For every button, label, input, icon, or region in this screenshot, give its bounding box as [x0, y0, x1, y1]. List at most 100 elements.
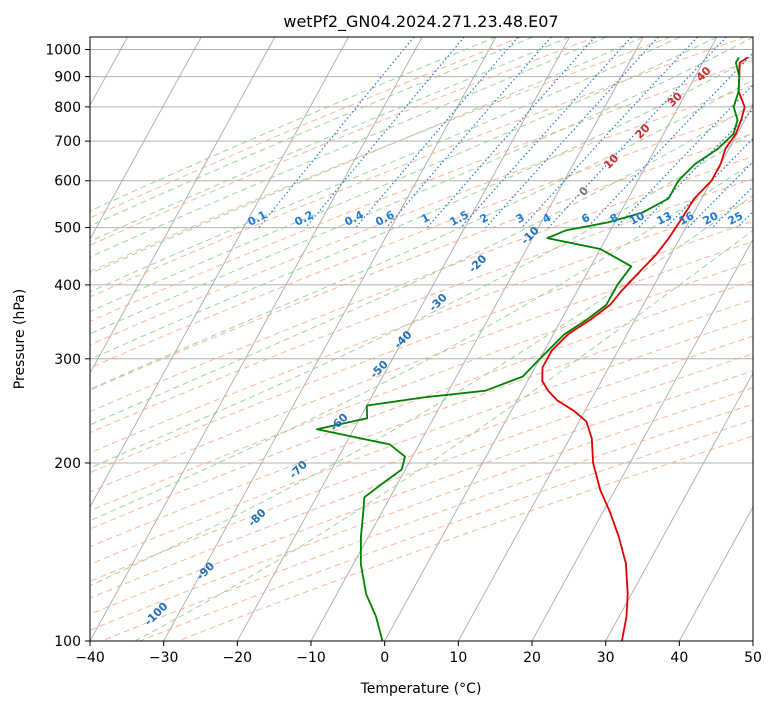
dry-adiabat-line: [90, 37, 746, 298]
plot-frame: [89, 36, 754, 642]
mixing-ratio-line: [426, 37, 596, 228]
isotherm-label: 10: [601, 151, 621, 171]
mixing-ratio-label: 13: [655, 209, 675, 228]
isotherm-line: [752, 639, 753, 641]
dry-adiabat-line: [90, 241, 753, 493]
y-tick-label: 700: [54, 134, 81, 150]
dry-adiabat-line: [90, 155, 753, 413]
mixing-ratio-line: [386, 37, 552, 228]
y-tick-label: 400: [54, 278, 81, 294]
y-tick-label: 600: [54, 174, 81, 190]
moist-adiabat-line: [90, 37, 497, 212]
dry-adiabat-line: [90, 37, 596, 246]
x-tick-label: −10: [296, 650, 326, 666]
moist-adiabat-line: [90, 194, 753, 587]
y-tick-label: 200: [54, 456, 81, 472]
mixing-ratio-label: 25: [726, 209, 746, 228]
mixing-ratio-label: 16: [677, 209, 697, 228]
mixing-ratio-line: [460, 37, 632, 228]
mixing-ratio-line: [665, 137, 753, 229]
isotherm-line: [457, 104, 753, 641]
isotherm-line: [236, 37, 570, 641]
mixing-ratio-label: 6: [579, 211, 592, 226]
moist-adiabat-line: [134, 229, 753, 641]
dry-adiabat-line: [90, 37, 671, 273]
dry-adiabat-line: [90, 299, 753, 548]
dry-adiabat-line: [177, 435, 753, 641]
mixing-ratio-label: 10: [627, 209, 647, 228]
moist-adiabat-line: [90, 56, 753, 360]
mixing-ratio-line: [736, 210, 753, 229]
mixing-ratio-line: [586, 52, 753, 229]
mixing-ratio-line: [305, 37, 465, 228]
isotherm-line: [384, 37, 718, 641]
temperature-profile-line: [541, 56, 749, 641]
mixing-ratio-label: 20: [701, 209, 721, 228]
x-tick-label: 0: [380, 650, 389, 666]
dry-adiabat-line: [101, 403, 753, 641]
isotherm-line: [90, 37, 423, 641]
mixing-ratio-label: 0.2: [292, 208, 315, 229]
mixing-ratio-line: [258, 37, 415, 228]
moist-adiabat-line: [90, 103, 753, 426]
moist-adiabat-line: [90, 37, 570, 242]
dry-adiabat-line: [90, 59, 753, 322]
moist-adiabat-line: [90, 37, 718, 313]
dry-adiabat-line: [90, 37, 522, 219]
mixing-ratio-line: [758, 37, 775, 228]
y-tick-label: 1000: [45, 43, 81, 59]
y-axis: 100 200 300 400 500 600 700 800 900 1000: [45, 43, 90, 650]
x-axis-label: Temperature (°C): [360, 681, 482, 697]
y-axis-label: Pressure (hPa): [12, 289, 28, 389]
isotherm-line: [90, 37, 349, 509]
isotherm-label: 40: [694, 64, 714, 84]
moist-adiabat-line: [90, 79, 753, 390]
isotherm-line: [605, 372, 753, 641]
isotherm-line: [678, 506, 753, 641]
x-tick-label: −20: [223, 650, 253, 666]
isotherm-line: [531, 238, 753, 641]
y-tick-label: 500: [54, 221, 81, 237]
dry-adiabat-line: [90, 353, 753, 599]
moist-adiabat-line: [90, 37, 607, 258]
moist-adiabat-line: [90, 37, 753, 335]
dry-adiabat-line: [139, 419, 753, 641]
dry-adiabat-line: [90, 199, 753, 454]
y-tick-label: 100: [54, 634, 81, 650]
x-tick-label: −40: [75, 650, 105, 666]
y-tick-label: 900: [54, 70, 81, 86]
dry-adiabat-line: [90, 177, 753, 434]
dry-adiabat-line: [90, 220, 753, 474]
y-tick-label: 300: [54, 352, 81, 368]
mixing-ratio-label: 0.1: [246, 208, 269, 229]
isotherm-label: -80: [245, 506, 268, 529]
y-tick-label: 800: [54, 100, 81, 116]
x-tick-label: 20: [523, 650, 541, 666]
isotherm-label: 20: [633, 121, 653, 141]
grid-layer: [90, 37, 775, 641]
isotherm-line: [163, 37, 497, 641]
x-tick-label: 30: [597, 650, 615, 666]
isotherm-line: [310, 37, 644, 641]
x-tick-label: 10: [449, 650, 467, 666]
x-axis: −40 −30 −20 −10 0 10 20 30 40 50: [75, 641, 762, 666]
moist-adiabat-line: [90, 37, 681, 293]
isotherm-label: -40: [391, 328, 414, 351]
mixing-ratio-line: [521, 37, 698, 229]
isotherm-line: [90, 37, 276, 375]
sounding-lines: [316, 56, 749, 641]
dry-adiabat-line: [90, 84, 753, 346]
dry-adiabat-line: [90, 109, 753, 369]
line-labels: 0.1 0.2 0.4 0.6 1 1.5 2 3 4 6 8 10 13 16 20 25-100-90-8…: [142, 64, 745, 629]
mixing-ratio-label: 3: [514, 211, 527, 226]
moist-adiabat-line: [90, 37, 644, 275]
moist-adiabat-line: [90, 131, 753, 469]
x-tick-label: 50: [744, 650, 762, 666]
isotherm-label: -100: [142, 599, 171, 628]
mixing-ratio-line: [711, 185, 753, 229]
dry-adiabat-line: [90, 335, 753, 582]
mixing-ratio-label: 0.4: [342, 208, 366, 229]
isotherm-label: -70: [287, 458, 310, 481]
mixing-ratio-line: [548, 37, 727, 229]
mixing-ratio-label: 1.5: [448, 208, 471, 229]
